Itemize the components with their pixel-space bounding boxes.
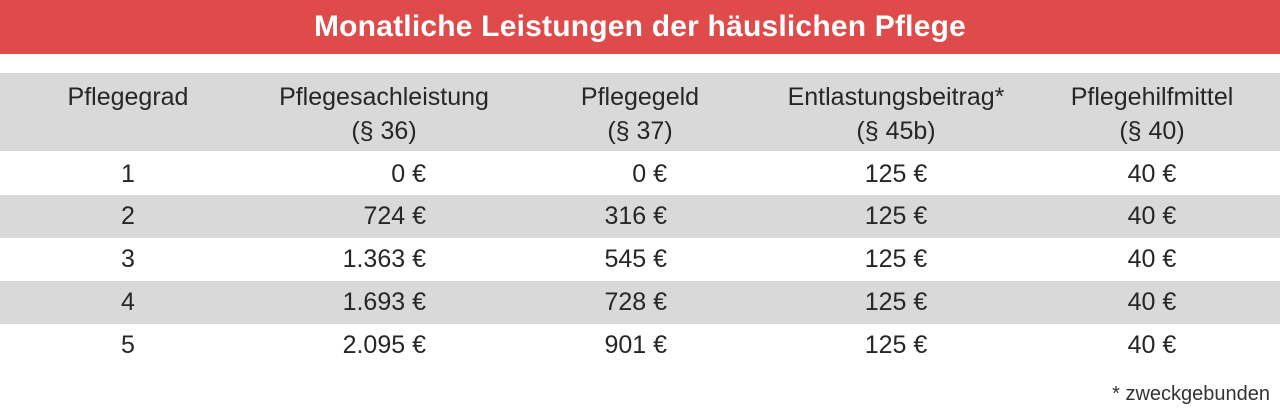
cell-pflegegrad: 5 bbox=[121, 331, 135, 359]
table-row: 4 1.693 € 728 € 125 € 40 € bbox=[0, 281, 1280, 324]
column-header-entlastungsbeitrag: Entlastungsbeitrag* (§ 45b) bbox=[768, 73, 1024, 153]
table-row: 5 2.095 € 901 € 125 € 40 € bbox=[0, 324, 1280, 367]
cell-pflegehilfmittel: 40 € bbox=[1024, 195, 1280, 238]
column-sublabel: (§ 45b) bbox=[856, 117, 936, 145]
page-title: Monatliche Leistungen der häuslichen Pfl… bbox=[313, 10, 967, 43]
cell-pflegesachleistung: 724 € bbox=[256, 195, 512, 238]
column-header-pflegesachleistung: Pflegesachleistung (§ 36) bbox=[256, 73, 512, 153]
cell-entlastungsbeitrag: 125 € bbox=[864, 159, 928, 188]
cell-entlastungsbeitrag: 125 € bbox=[768, 195, 1024, 238]
column-sublabel: (§ 40) bbox=[1119, 117, 1185, 145]
cell-pflegehilfmittel: 40 € bbox=[1024, 281, 1280, 324]
table-row: 2 724 € 316 € 125 € 40 € bbox=[0, 195, 1280, 238]
cell-pflegehilfmittel: 40 € bbox=[1127, 245, 1177, 273]
cell-pflegegrad: 2 bbox=[0, 195, 256, 238]
cell-pflegegrad: 4 bbox=[0, 281, 256, 324]
table-header: Pflegegrad Pflegesachleistung (§ 36) Pfl… bbox=[0, 73, 1280, 153]
spacer bbox=[0, 54, 1280, 73]
column-label: Entlastungsbeitrag* bbox=[787, 83, 1005, 111]
cell-pflegesachleistung: 1.693 € bbox=[256, 281, 512, 324]
cell-pflegehilfmittel: 40 € bbox=[1127, 159, 1177, 188]
column-sublabel: (§ 36) bbox=[351, 117, 417, 145]
cell-pflegegrad: 1 bbox=[121, 159, 135, 188]
footnote: * zweckgebunden bbox=[1112, 383, 1270, 405]
column-label: Pflegehilfmittel bbox=[1070, 83, 1234, 111]
cell-entlastungsbeitrag: 125 € bbox=[864, 245, 928, 273]
cell-pflegegeld: 728 € bbox=[512, 281, 768, 324]
column-header-pflegegrad: Pflegegrad bbox=[0, 73, 256, 153]
cell-entlastungsbeitrag: 125 € bbox=[768, 281, 1024, 324]
table-row: 1 0 € 0 € 125 € 40 € bbox=[0, 152, 1280, 195]
column-label: Pflegegrad bbox=[67, 83, 189, 111]
cell-entlastungsbeitrag: 125 € bbox=[864, 331, 928, 359]
title-bar: Monatliche Leistungen der häuslichen Pfl… bbox=[0, 0, 1280, 54]
column-label: Pflegesachleistung bbox=[279, 83, 489, 111]
table-row: 3 1.363 € 545 € 125 € 40 € bbox=[0, 238, 1280, 281]
cell-pflegegeld: 901 € bbox=[604, 331, 667, 359]
cell-pflegesachleistung: 0 € bbox=[391, 159, 426, 188]
table-body: 1 0 € 0 € 125 € 40 € 2 724 € 316 € 125 €… bbox=[0, 152, 1280, 367]
cell-pflegegeld: 545 € bbox=[604, 245, 667, 273]
cell-pflegegeld: 316 € bbox=[512, 195, 768, 238]
cell-pflegesachleistung: 1.363 € bbox=[342, 245, 426, 273]
header-row: Pflegegrad Pflegesachleistung (§ 36) Pfl… bbox=[0, 73, 1280, 153]
cell-pflegesachleistung: 2.095 € bbox=[342, 331, 426, 359]
column-sublabel: (§ 37) bbox=[607, 117, 673, 145]
column-header-pflegehilfmittel: Pflegehilfmittel (§ 40) bbox=[1024, 73, 1280, 153]
benefits-table: Pflegegrad Pflegesachleistung (§ 36) Pfl… bbox=[0, 73, 1280, 367]
cell-pflegegrad: 3 bbox=[121, 245, 135, 273]
column-header-pflegegeld: Pflegegeld (§ 37) bbox=[512, 73, 768, 153]
cell-pflegegeld: 0 € bbox=[632, 159, 667, 188]
cell-pflegehilfmittel: 40 € bbox=[1127, 331, 1177, 359]
column-label: Pflegegeld bbox=[580, 83, 700, 111]
